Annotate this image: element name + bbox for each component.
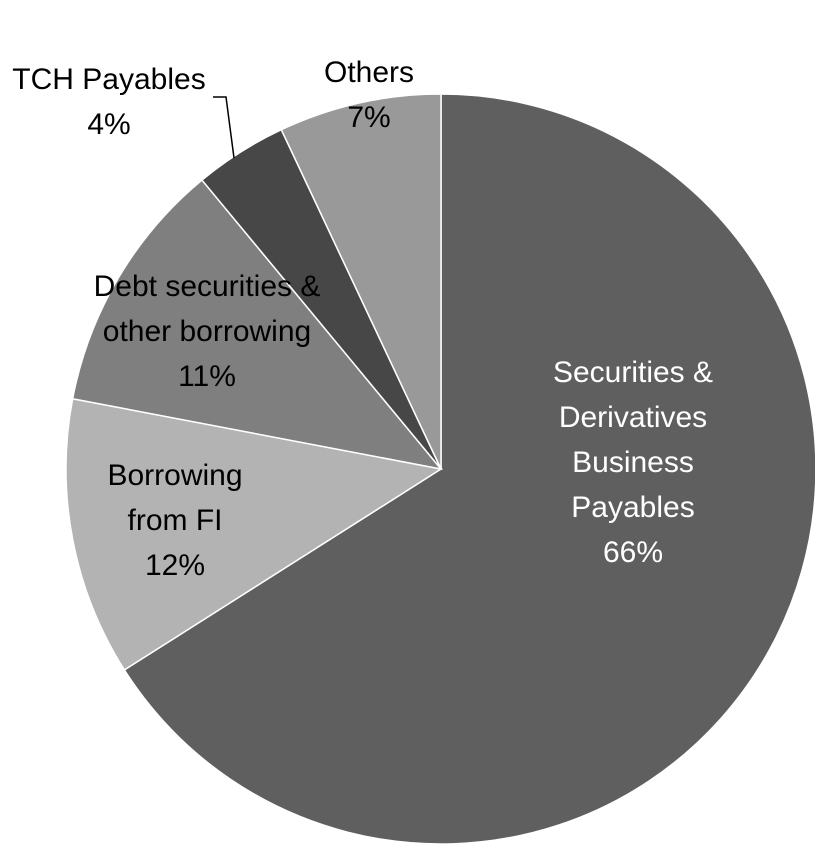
pie-slice-borrowing-from-fi: [65, 397, 444, 671]
pie-slice-debt-securities-and-other-borrowing: [71, 179, 443, 471]
slice-name-label: Debt securities &: [94, 270, 321, 303]
slice-name-label: TCH Payables: [12, 63, 205, 96]
slice-name-label: Borrowing: [107, 459, 242, 492]
slice-label-tch-payables: TCH Payables 4%: [12, 63, 205, 141]
slice-label-debt-securities-and-other-borrowing: Debt securities & other borrowing 11%: [94, 270, 321, 393]
slice-value-label: 12%: [145, 549, 205, 582]
slice-label-others: Others 7%: [324, 56, 414, 134]
slice-label-securities-and-derivatives-business-payables: Securities & Derivatives Business Payables 6…: [553, 356, 713, 569]
slice-label-borrowing-from-fi: Borrowing from FI 12%: [107, 459, 242, 582]
slice-name-label: other borrowing: [103, 315, 311, 348]
slice-name-label: Business: [572, 446, 694, 479]
leader-lines-layer: [213, 96, 235, 159]
slice-value-label: 7%: [347, 101, 390, 134]
slice-value-label: 66%: [603, 536, 663, 569]
leader-line-tch-payables: [213, 96, 235, 159]
slice-value-label: 4%: [87, 108, 130, 141]
slices-layer: [65, 93, 815, 845]
pie-slice-securities-and-derivatives-business-payables: [123, 93, 815, 845]
slice-name-label: Securities &: [553, 356, 713, 389]
slice-value-label: 11%: [178, 360, 236, 393]
slice-name-label: Payables: [571, 491, 694, 524]
slice-name-label: Others: [324, 56, 414, 89]
labels-layer: Securities & Derivatives Business Payables 6…: [12, 56, 713, 582]
slice-name-label: from FI: [128, 504, 223, 537]
slice-name-label: Derivatives: [559, 401, 707, 434]
pie-slice-others: [280, 93, 442, 470]
